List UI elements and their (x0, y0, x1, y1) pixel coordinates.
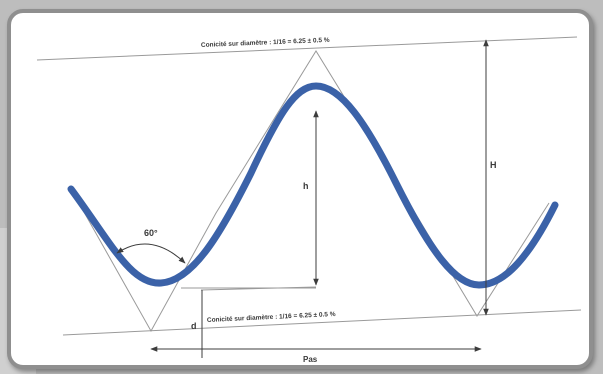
bottom-taper-line (62, 309, 582, 336)
d-reference-line (200, 286, 317, 291)
diagram-frame: 60° h H d Pas Conicité sur diamètre : 1/… (7, 9, 593, 369)
angle-arc (116, 243, 186, 264)
d-label: d (191, 321, 197, 331)
h-label: h (303, 181, 309, 191)
thread-profile-diagram: 60° h H d Pas Conicité sur diamètre : 1/… (36, 36, 582, 364)
thread-profile-curve (67, 82, 559, 289)
bottom-conicity-label: Conicité sur diamètre : 1/16 = 6.25 ± 0.… (207, 311, 336, 324)
thread-flank-guides (70, 50, 550, 333)
angle-label: 60° (144, 228, 158, 238)
H-label: H (490, 160, 497, 170)
top-conicity-label: Conicité sur diamètre : 1/16 = 6.25 ± 0.… (201, 37, 330, 49)
pitch-label: Pas (303, 355, 318, 364)
